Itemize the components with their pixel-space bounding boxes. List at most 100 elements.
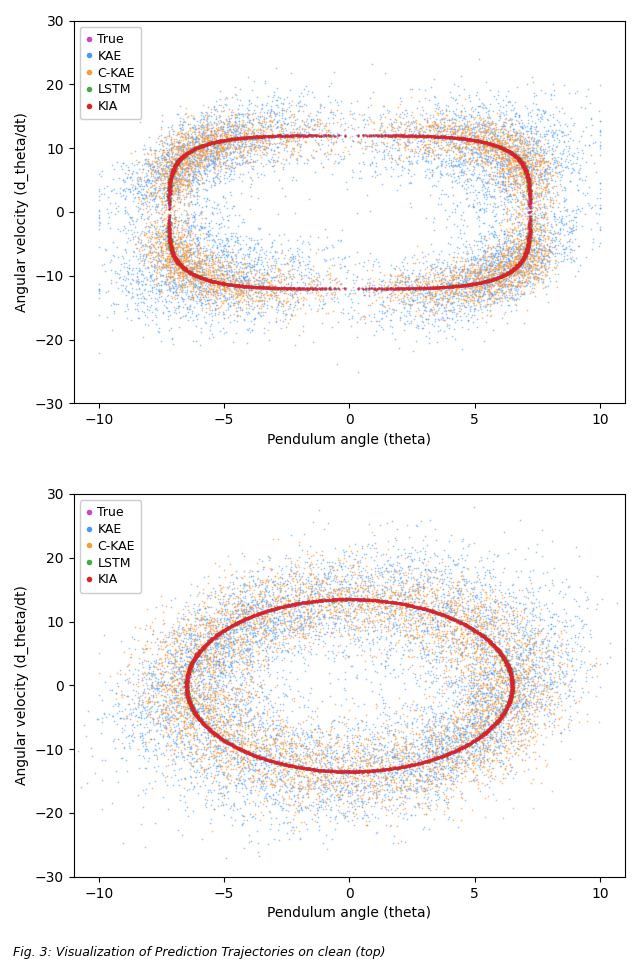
Point xyxy=(529,709,540,724)
Point xyxy=(250,280,260,295)
Point xyxy=(453,157,463,173)
Point xyxy=(543,642,554,657)
Point xyxy=(194,264,204,280)
Point xyxy=(360,134,370,149)
Point xyxy=(420,605,430,621)
Point xyxy=(254,632,264,648)
Point xyxy=(414,729,424,744)
Point xyxy=(200,118,211,133)
Point xyxy=(515,161,525,176)
Point xyxy=(202,687,212,703)
Point xyxy=(507,677,517,692)
Point xyxy=(577,641,588,656)
Point xyxy=(260,753,271,768)
Point xyxy=(164,192,174,207)
Point xyxy=(430,709,440,724)
Point xyxy=(269,602,280,617)
Point xyxy=(230,123,240,139)
Point xyxy=(213,134,223,149)
Point xyxy=(349,727,360,742)
Point xyxy=(252,120,262,136)
Point xyxy=(169,220,179,235)
Point xyxy=(143,232,154,248)
Point xyxy=(205,689,215,705)
Point xyxy=(152,161,163,176)
Point xyxy=(401,597,411,612)
Point xyxy=(207,260,218,276)
Point xyxy=(518,149,528,165)
Point xyxy=(516,716,526,732)
Point xyxy=(203,279,213,294)
Point xyxy=(230,120,240,136)
Point xyxy=(284,594,294,609)
Point xyxy=(182,679,192,694)
Point xyxy=(170,722,180,737)
Point xyxy=(271,703,282,718)
Point xyxy=(251,272,261,287)
Point xyxy=(354,106,364,121)
Point xyxy=(225,166,235,181)
Point xyxy=(172,158,182,174)
Point xyxy=(301,280,311,295)
Point xyxy=(184,663,195,679)
Point xyxy=(163,223,173,238)
Point xyxy=(312,800,323,816)
Point xyxy=(167,165,177,180)
Point xyxy=(193,155,204,171)
Point xyxy=(157,206,167,222)
Point xyxy=(380,128,390,144)
Point xyxy=(535,166,545,181)
Point xyxy=(465,629,476,645)
Point xyxy=(305,594,316,609)
Point xyxy=(181,143,191,158)
Point xyxy=(195,139,205,154)
Point xyxy=(472,311,482,327)
Point xyxy=(238,279,248,294)
Point xyxy=(543,171,553,186)
Point xyxy=(232,278,242,293)
Point xyxy=(212,134,223,149)
Point xyxy=(223,735,234,750)
Point xyxy=(498,738,508,754)
Point xyxy=(289,583,300,599)
Point xyxy=(456,130,467,146)
Point xyxy=(194,645,204,660)
Point xyxy=(559,183,570,199)
Point xyxy=(453,290,463,306)
Point xyxy=(239,126,249,142)
Point xyxy=(467,132,477,147)
Point xyxy=(237,654,248,669)
Point xyxy=(170,249,180,264)
Point xyxy=(257,95,267,111)
Point xyxy=(387,587,397,602)
Point xyxy=(507,262,517,278)
Point xyxy=(465,132,476,147)
Point xyxy=(502,683,513,698)
Point xyxy=(287,170,298,185)
Point xyxy=(419,128,429,144)
Point xyxy=(518,157,528,173)
Point xyxy=(174,152,184,168)
Point xyxy=(511,259,522,275)
Point xyxy=(260,603,270,619)
Point xyxy=(470,623,480,638)
Point xyxy=(352,782,362,797)
Point xyxy=(502,696,513,711)
Point xyxy=(238,627,248,642)
Point xyxy=(507,262,517,278)
Point xyxy=(266,753,276,768)
Point xyxy=(163,265,173,281)
Point xyxy=(172,232,182,248)
Point xyxy=(366,593,376,608)
Point xyxy=(275,591,285,606)
Point xyxy=(438,618,449,633)
Point xyxy=(489,131,499,147)
Point xyxy=(121,157,131,173)
Point xyxy=(244,129,254,145)
Point xyxy=(311,791,321,807)
Point xyxy=(382,281,392,296)
Point xyxy=(303,264,314,280)
Point xyxy=(377,594,387,609)
Point xyxy=(512,713,522,729)
Point xyxy=(165,176,175,192)
